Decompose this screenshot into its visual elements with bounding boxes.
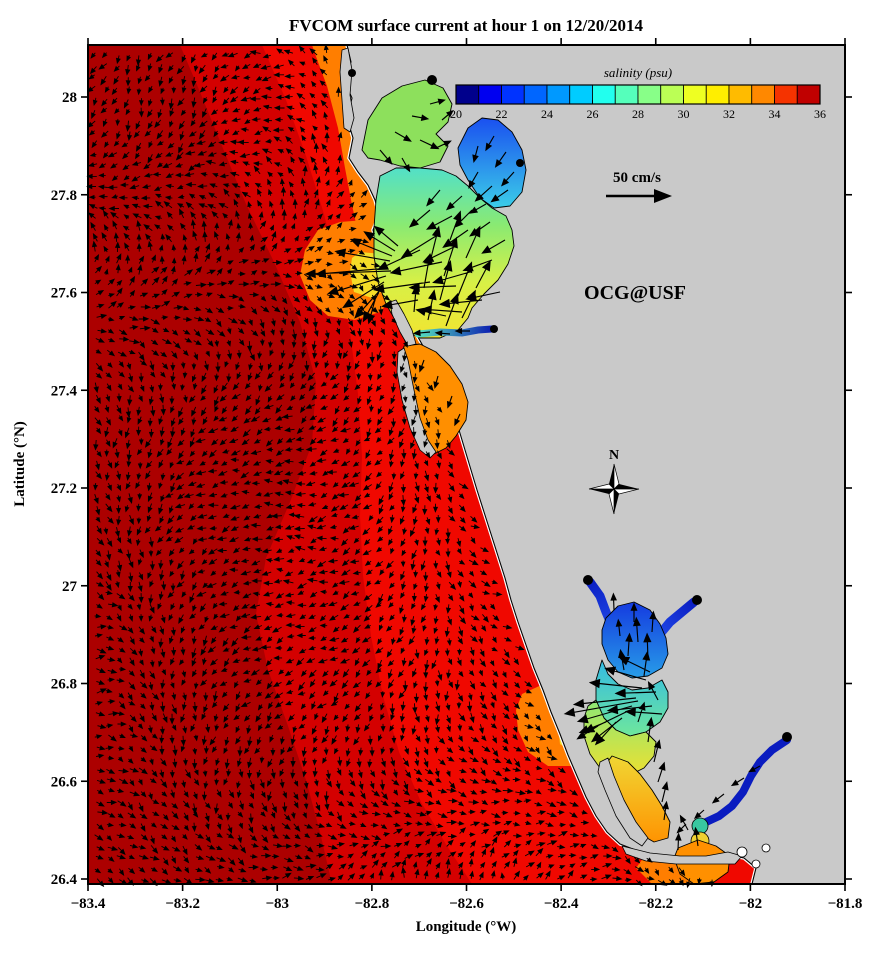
x-tick-label: −82.8 <box>354 896 389 912</box>
velocity-scale-group: 50 cm/s <box>606 170 672 203</box>
river-head-marker <box>490 325 498 333</box>
credit-text: OCG@USF <box>584 282 686 304</box>
colorbar-segment <box>592 84 616 105</box>
scale-arrow-icon <box>606 189 672 203</box>
x-tick-label: −82.2 <box>638 896 673 912</box>
compass-point-dark <box>614 484 639 489</box>
colorbar-segment <box>705 84 730 105</box>
river-head-marker <box>348 69 356 77</box>
white-islet <box>761 843 771 853</box>
colorbar-tick-label: 20 <box>450 107 462 121</box>
y-axis-tick-group: 28 27.8 27.6 27.4 27.2 27 26.8 26.6 26.4 <box>51 90 852 888</box>
compass-north-label: N <box>609 448 619 463</box>
river-head-marker <box>427 75 437 85</box>
colorbar-segment <box>751 84 775 105</box>
figure-title: FVCOM surface current at hour 1 on 12/20… <box>289 16 643 35</box>
colorbar-segment <box>637 84 662 105</box>
colorbar-segment <box>774 84 798 105</box>
y-tick-label: 26.4 <box>51 872 78 888</box>
colorbar-label: salinity (psu) <box>604 65 672 80</box>
coastal-orange-strip-north <box>312 45 379 245</box>
x-tick-label: −83.2 <box>165 896 200 912</box>
y-tick-label: 26.8 <box>51 677 77 693</box>
colorbar-group: salinity (psu) 20 22 24 26 28 30 32 34 36 <box>450 65 826 121</box>
colorbar-tick-label: 22 <box>496 107 508 121</box>
river-head-marker <box>692 595 702 605</box>
river-head-marker <box>782 732 792 742</box>
map-layers <box>86 43 847 889</box>
colorbar-segment <box>478 84 502 105</box>
barrier-island-cayo-costa <box>597 757 649 847</box>
colorbar-tick-label: 24 <box>541 107 553 121</box>
peace-river-water <box>655 597 699 639</box>
x-tick-label: −82 <box>739 896 763 912</box>
colorbar-segment <box>501 84 525 105</box>
compass-point-dark <box>589 489 614 494</box>
current-vector-field <box>86 43 715 889</box>
compass-rose-group: N <box>588 448 640 515</box>
x-tick-label: −82.6 <box>449 896 484 912</box>
compass-point-dark <box>614 489 619 514</box>
colorbar-segment <box>455 84 480 105</box>
x-tick-label: −83.4 <box>71 896 106 912</box>
y-tick-label: 27.8 <box>51 188 77 204</box>
manatee-river-water <box>414 325 496 338</box>
colorbar-segment <box>523 84 548 105</box>
scale-label: 50 cm/s <box>613 170 661 186</box>
tampa-bay-water <box>373 167 515 339</box>
colorbar-segment <box>796 84 821 105</box>
colorbar-tick-label: 34 <box>769 107 781 121</box>
white-islet <box>736 846 748 858</box>
x-tick-label: −81.8 <box>828 896 863 912</box>
barrier-island-sanibel <box>621 845 743 865</box>
y-tick-label: 27.6 <box>51 286 78 302</box>
estuary-outflow-vectors <box>304 98 761 851</box>
y-tick-label: 27 <box>62 579 78 595</box>
y-tick-label: 26.6 <box>51 774 78 790</box>
x-axis-tick-group: −83.4 −83.2 −83 −82.8 −82.6 −82.4 −82.2 −82 −81.… <box>71 38 863 912</box>
colorbar-segment <box>683 84 707 105</box>
caloosahatchee-river-water <box>700 736 791 827</box>
x-axis-label: Longitude (°W) <box>416 919 517 935</box>
y-tick-label: 27.4 <box>51 383 78 399</box>
white-islet <box>751 859 761 869</box>
plot-frame <box>87 44 846 885</box>
colorbar-segment <box>614 84 639 105</box>
compass-point-dark <box>609 464 614 489</box>
colorbar-tick-label: 28 <box>632 107 644 121</box>
colorbar-segment <box>569 84 593 105</box>
colorbar-tick-label: 32 <box>723 107 735 121</box>
colorbar-segment <box>546 84 571 105</box>
x-tick-label: −83 <box>265 896 289 912</box>
colorbar-tick-label: 36 <box>814 107 826 121</box>
x-tick-label: −82.4 <box>544 896 579 912</box>
y-axis-label: Latitude (°N) <box>12 421 28 507</box>
barrier-island-anclote <box>339 47 355 133</box>
colorbar-segment <box>660 84 684 105</box>
colorbar-tick-label: 30 <box>678 107 690 121</box>
colorbar-tick-labels: 20 22 24 26 28 30 32 34 36 <box>450 100 826 121</box>
y-tick-label: 28 <box>62 90 77 106</box>
colorbar-segments <box>455 84 821 105</box>
river-head-marker <box>516 159 524 167</box>
colorbar-tick-label: 26 <box>587 107 599 121</box>
river-head-marker <box>583 575 593 585</box>
compass-star-icon <box>588 463 640 515</box>
colorbar-segment <box>728 84 753 105</box>
y-tick-label: 27.2 <box>51 481 77 497</box>
compass-point-light <box>588 483 615 490</box>
